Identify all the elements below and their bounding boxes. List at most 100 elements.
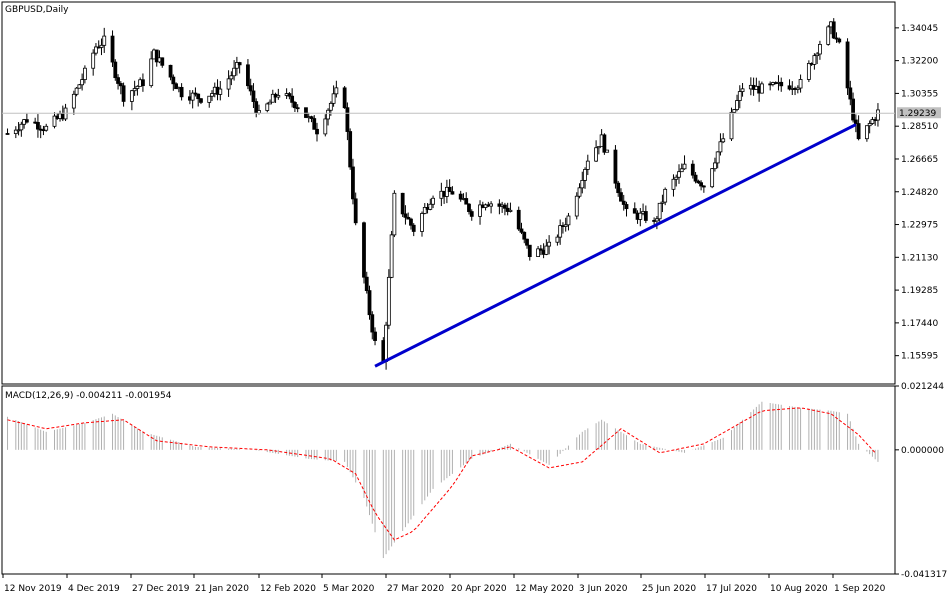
candle-body (154, 49, 159, 63)
candle-body (99, 44, 104, 48)
candle-body (24, 119, 29, 123)
price-tick-label: 1.17440 (901, 319, 938, 329)
candle-body (458, 193, 463, 200)
time-tick-label: 12 Nov 2019 (4, 584, 62, 594)
candle-body (199, 98, 203, 103)
candle-body (806, 63, 811, 80)
candle-body (818, 43, 822, 55)
candle-body (36, 122, 40, 130)
candle-body (583, 169, 587, 181)
candle-body (304, 107, 308, 118)
candle-body (190, 92, 195, 101)
candle-body (218, 88, 223, 95)
candle-body (328, 102, 333, 111)
candle-body (856, 123, 861, 140)
candle-body (52, 115, 57, 127)
candle-body (232, 67, 237, 77)
candle-body (795, 87, 800, 90)
candle-body (171, 76, 176, 85)
time-tick-label: 3 Jun 2020 (579, 584, 628, 594)
candle-body (450, 191, 455, 195)
candle-body (503, 204, 507, 209)
candle-body (428, 203, 433, 210)
candle-body (141, 79, 145, 87)
candle-body (508, 209, 513, 212)
macd-pane-frame (1, 385, 896, 575)
candle-body (270, 93, 275, 103)
candle-body (129, 90, 134, 102)
candle-body (74, 87, 79, 95)
candle-body (735, 100, 739, 110)
price-tick-label: 1.15595 (901, 352, 938, 362)
current-price-label: 1.29239 (899, 109, 936, 119)
candle-body (132, 88, 137, 92)
candle-body (516, 209, 521, 230)
candle-body (464, 198, 469, 205)
candle-body (677, 171, 681, 178)
candle-body (519, 228, 524, 233)
candle-body (420, 213, 424, 232)
candle-body (309, 116, 314, 119)
price-tick-label: 1.28510 (901, 122, 938, 132)
candle-body (121, 85, 126, 102)
candle-body (193, 92, 198, 95)
candle-body (682, 163, 687, 170)
time-tick-label: 27 Mar 2020 (387, 584, 444, 594)
candle-body (845, 41, 850, 89)
trendline[interactable] (374, 123, 857, 368)
candle-body (345, 107, 350, 132)
candle-body (522, 231, 527, 240)
candle-body (690, 163, 695, 176)
candle-body (168, 64, 173, 78)
candle-body (77, 84, 82, 89)
candle-body (787, 85, 792, 90)
price-tick-label: 1.24820 (901, 188, 938, 198)
candle-body (538, 248, 543, 251)
candle-body (848, 87, 853, 100)
candle-body (831, 21, 836, 39)
candle-body (71, 93, 76, 109)
macd-signal-line (7, 407, 876, 541)
price-tick-label: 1.26665 (901, 155, 938, 165)
candle-body (179, 86, 184, 98)
candle-body (94, 46, 98, 54)
candle-body (853, 119, 858, 124)
time-tick-label: 25 Jun 2020 (642, 584, 696, 594)
candle-body (621, 200, 626, 205)
time-tick-label: 20 Apr 2020 (451, 584, 507, 594)
candle-body (82, 67, 87, 80)
candle-body (834, 37, 839, 40)
candle-body (779, 81, 784, 87)
candle-body (229, 75, 234, 80)
candle-body (558, 225, 563, 238)
candle-body (389, 234, 394, 278)
candle-body (315, 128, 319, 135)
macd-tick-label: 0.021244 (901, 382, 944, 392)
candle-body (290, 95, 295, 103)
candle-body (574, 195, 579, 217)
time-tick-label: 12 Feb 2020 (260, 584, 316, 594)
candle-body (362, 222, 366, 278)
symbol-title: GBPUSD,Daily (5, 5, 69, 15)
candle-body (643, 211, 648, 221)
candle-body (826, 26, 831, 45)
time-tick-label: 17 Jul 2020 (706, 584, 757, 594)
candle-body (312, 118, 317, 130)
candle-body (699, 182, 703, 187)
candle-body (44, 125, 49, 131)
candle-body (323, 118, 328, 135)
candle-body (295, 107, 300, 110)
candle-body (353, 198, 358, 224)
price-axis: 1.34045 1.32200 1.30355 1.28510 1.26665 1.248… (895, 24, 938, 362)
candle-body (701, 185, 706, 188)
candle-body (594, 147, 598, 162)
candle-body (489, 203, 493, 207)
candle-body (566, 215, 571, 226)
candle-body (815, 53, 820, 57)
time-tick-label: 12 May 2020 (515, 584, 574, 594)
candle-body (276, 95, 281, 98)
candle-body (196, 93, 201, 100)
candle-body (160, 57, 165, 66)
